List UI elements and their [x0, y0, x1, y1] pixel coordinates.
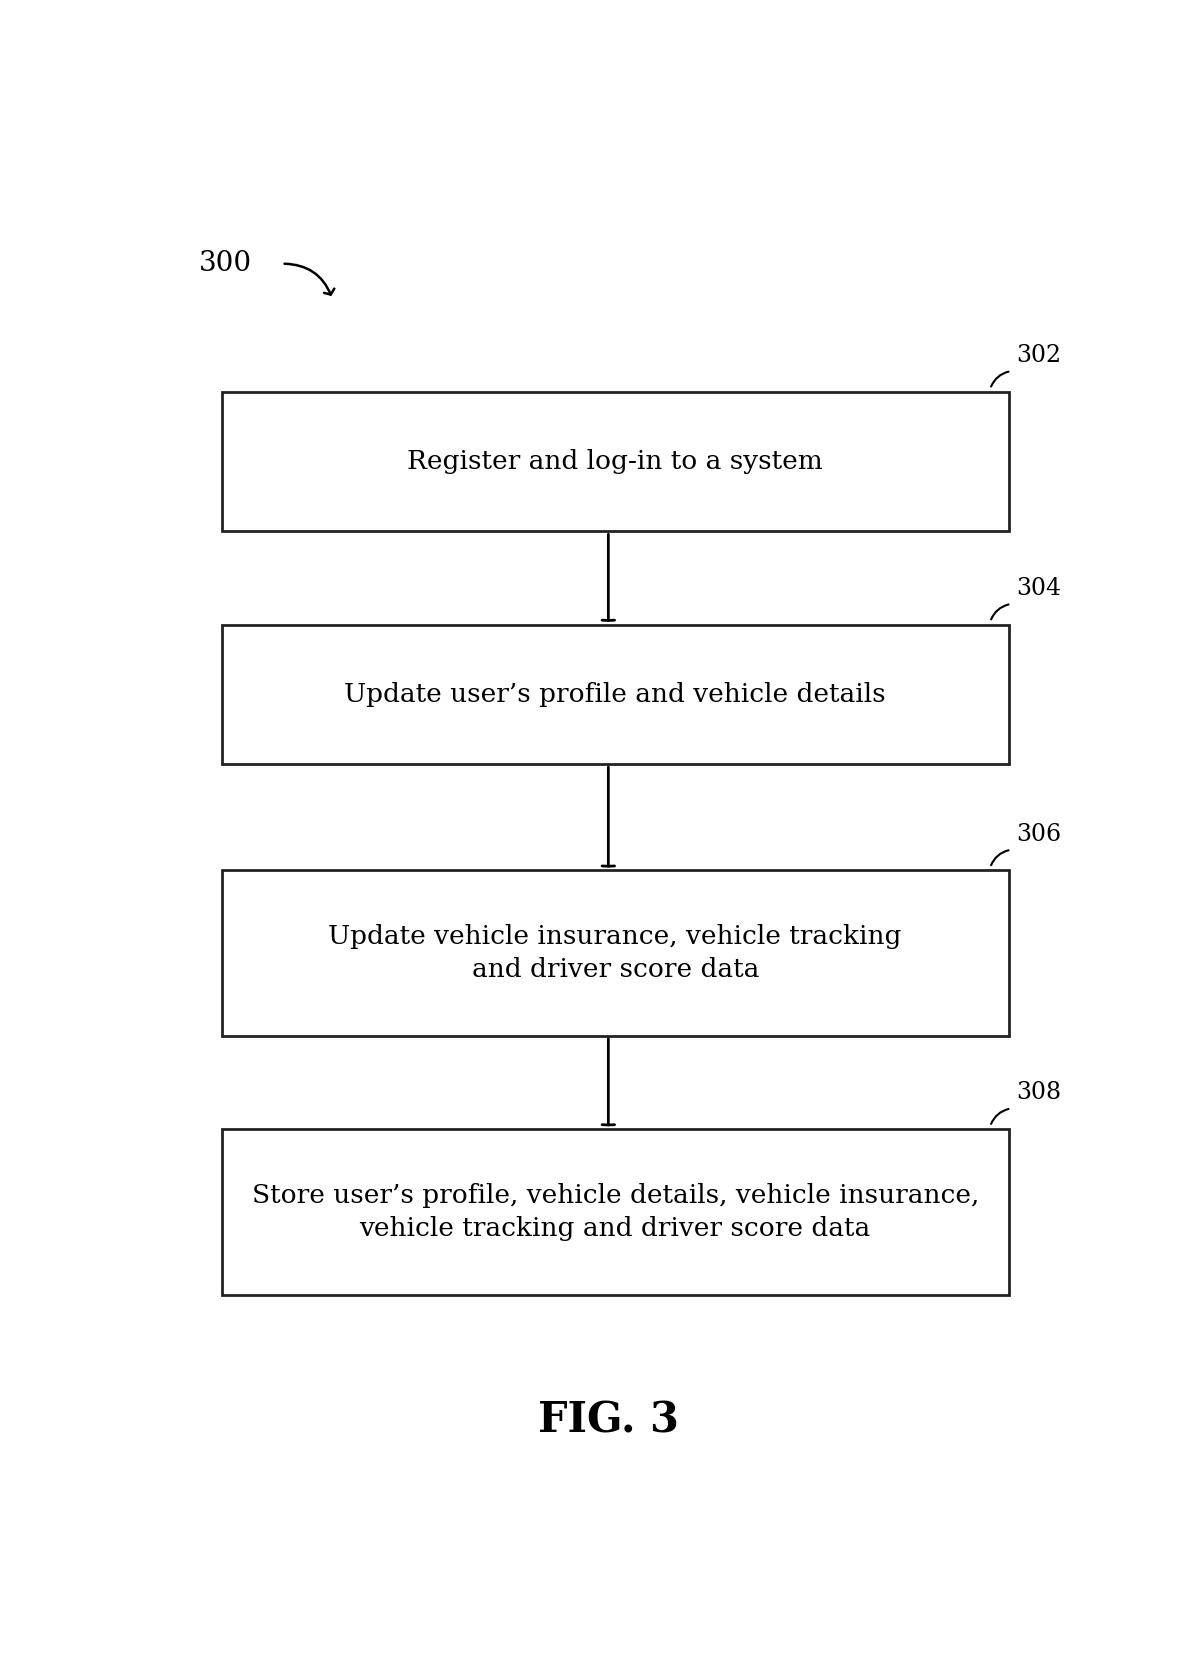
- Text: 308: 308: [1016, 1082, 1061, 1104]
- Text: 304: 304: [1016, 576, 1061, 600]
- Text: 302: 302: [1016, 344, 1061, 366]
- Text: 306: 306: [1016, 823, 1061, 845]
- Text: Update user’s profile and vehicle details: Update user’s profile and vehicle detail…: [344, 682, 886, 707]
- Bar: [222, 391, 1009, 531]
- Text: Store user’s profile, vehicle details, vehicle insurance,
vehicle tracking and d: Store user’s profile, vehicle details, v…: [252, 1183, 979, 1242]
- Text: Register and log-in to a system: Register and log-in to a system: [407, 449, 823, 474]
- Bar: [222, 1129, 1009, 1295]
- Text: Update vehicle insurance, vehicle tracking
and driver score data: Update vehicle insurance, vehicle tracki…: [329, 924, 902, 983]
- Bar: [222, 870, 1009, 1037]
- Bar: [222, 625, 1009, 764]
- Text: FIG. 3: FIG. 3: [538, 1399, 679, 1441]
- Text: 300: 300: [199, 250, 252, 277]
